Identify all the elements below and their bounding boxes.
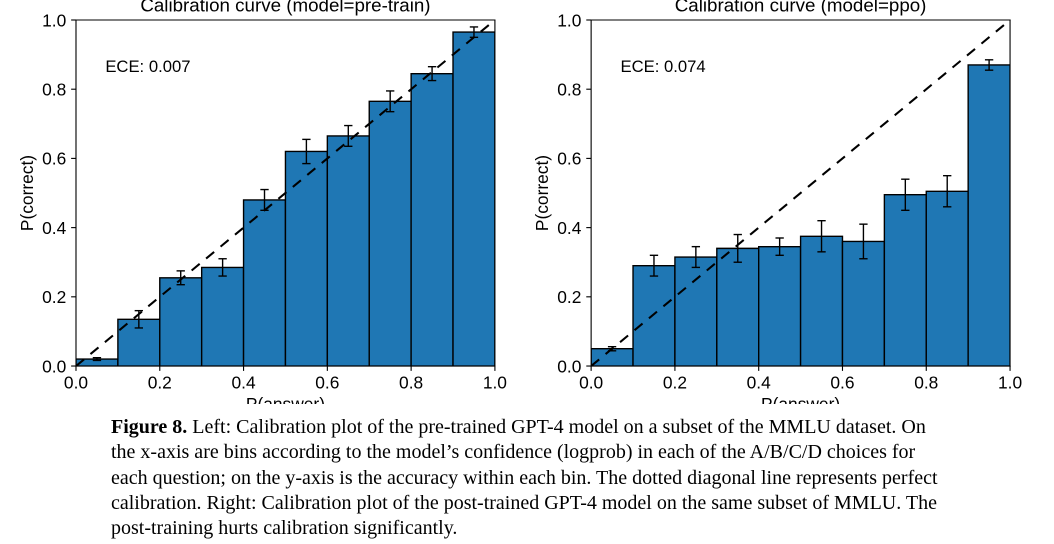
svg-text:0.4: 0.4 [231, 372, 255, 392]
svg-text:1.0: 1.0 [483, 372, 507, 392]
svg-text:0.8: 0.8 [42, 79, 66, 99]
svg-text:P(answer): P(answer) [761, 394, 840, 404]
svg-text:0.0: 0.0 [579, 372, 603, 392]
svg-text:1.0: 1.0 [998, 372, 1022, 392]
svg-text:0.2: 0.2 [663, 372, 687, 392]
svg-text:0.2: 0.2 [148, 372, 172, 392]
svg-text:0.2: 0.2 [557, 287, 581, 307]
svg-text:0.4: 0.4 [747, 372, 771, 392]
svg-text:P(correct): P(correct) [532, 155, 552, 231]
svg-text:1.0: 1.0 [42, 10, 66, 30]
svg-text:0.6: 0.6 [557, 149, 581, 169]
svg-text:ECE: 0.007: ECE: 0.007 [105, 57, 190, 76]
svg-text:ECE: 0.074: ECE: 0.074 [620, 57, 705, 76]
svg-text:0.4: 0.4 [557, 218, 581, 238]
svg-text:0.2: 0.2 [42, 287, 66, 307]
svg-text:0.0: 0.0 [64, 372, 88, 392]
svg-text:1.0: 1.0 [557, 10, 581, 30]
svg-text:0.6: 0.6 [42, 149, 66, 169]
svg-text:0.0: 0.0 [557, 356, 581, 376]
svg-text:0.4: 0.4 [42, 218, 66, 238]
svg-text:0.6: 0.6 [830, 372, 854, 392]
svg-text:P(answer): P(answer) [246, 394, 325, 404]
svg-text:0.8: 0.8 [399, 372, 423, 392]
svg-text:0.8: 0.8 [914, 372, 938, 392]
svg-text:0.6: 0.6 [315, 372, 339, 392]
svg-text:Calibration curve (model=ppo): Calibration curve (model=ppo) [675, 0, 927, 16]
svg-text:0.8: 0.8 [557, 79, 581, 99]
svg-text:0.0: 0.0 [42, 356, 66, 376]
svg-text:Calibration curve (model=pre-t: Calibration curve (model=pre-train) [140, 0, 430, 16]
svg-text:P(correct): P(correct) [17, 155, 37, 231]
